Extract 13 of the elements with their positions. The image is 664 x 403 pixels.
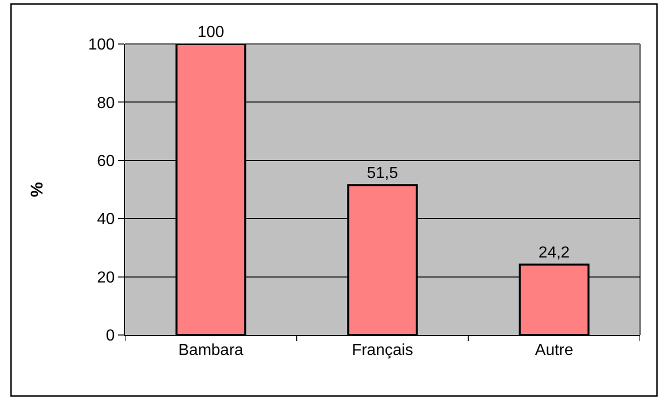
- x-tick-label: Bambara: [178, 342, 244, 360]
- y-tick-label: 40: [97, 211, 115, 228]
- y-tick-label: 80: [97, 94, 115, 112]
- data-label: 100: [197, 24, 224, 41]
- y-tick-label: 100: [88, 36, 115, 54]
- data-label: 24,2: [538, 244, 570, 262]
- data-label: 51,5: [366, 165, 398, 182]
- y-tick-label: 0: [106, 328, 115, 345]
- y-tick-label: 60: [97, 153, 115, 170]
- x-tick-label: Français: [352, 342, 414, 360]
- y-tick-label: 20: [97, 269, 115, 286]
- x-tick-label: Autre: [535, 342, 574, 360]
- y-axis-title: %: [28, 182, 47, 198]
